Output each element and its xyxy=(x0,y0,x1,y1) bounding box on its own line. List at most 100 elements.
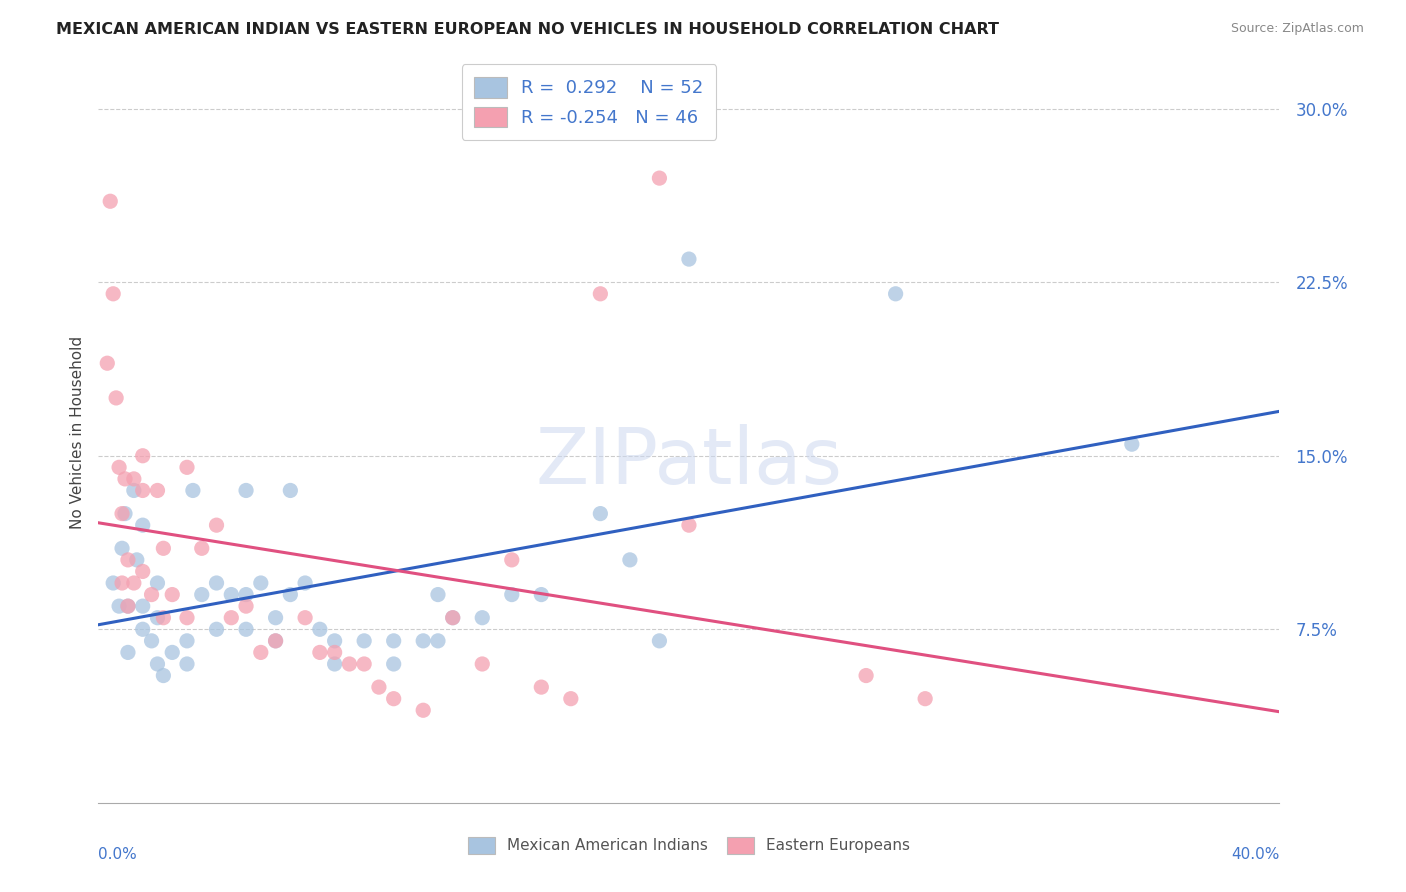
Point xyxy=(235,599,257,614)
Point xyxy=(368,680,391,694)
Point xyxy=(205,622,228,636)
Point xyxy=(501,588,523,602)
Point xyxy=(530,588,553,602)
Point xyxy=(412,703,434,717)
Point xyxy=(427,633,450,648)
Point xyxy=(152,541,174,556)
Point xyxy=(294,576,316,591)
Point xyxy=(648,633,671,648)
Point xyxy=(1121,437,1143,451)
Y-axis label: No Vehicles in Household: No Vehicles in Household xyxy=(69,336,84,529)
Point xyxy=(412,633,434,648)
Point xyxy=(114,507,136,521)
Point xyxy=(108,599,131,614)
Point xyxy=(323,657,346,671)
Point xyxy=(176,611,198,625)
Point xyxy=(648,171,671,186)
Point xyxy=(353,657,375,671)
Point xyxy=(250,645,273,659)
Point xyxy=(191,588,214,602)
Point xyxy=(264,611,287,625)
Point xyxy=(98,194,121,209)
Point xyxy=(103,576,125,591)
Point xyxy=(471,611,494,625)
Point xyxy=(678,252,700,266)
Point xyxy=(117,553,139,567)
Point xyxy=(117,645,139,659)
Point xyxy=(589,286,612,301)
Point xyxy=(441,611,464,625)
Point xyxy=(219,611,242,625)
Text: Source: ZipAtlas.com: Source: ZipAtlas.com xyxy=(1230,22,1364,36)
Point xyxy=(122,483,145,498)
Point xyxy=(560,691,582,706)
Point xyxy=(235,483,257,498)
Point xyxy=(103,286,125,301)
Point xyxy=(250,576,273,591)
Point xyxy=(111,576,134,591)
Point xyxy=(309,645,332,659)
Point xyxy=(884,286,907,301)
Point xyxy=(181,483,204,498)
Legend: Mexican American Indians, Eastern Europeans: Mexican American Indians, Eastern Europe… xyxy=(460,829,918,862)
Point xyxy=(294,611,316,625)
Point xyxy=(176,633,198,648)
Point xyxy=(108,460,131,475)
Point xyxy=(152,611,174,625)
Point xyxy=(382,691,405,706)
Point xyxy=(141,588,163,602)
Point xyxy=(132,483,155,498)
Point xyxy=(125,553,148,567)
Point xyxy=(205,576,228,591)
Point xyxy=(114,472,136,486)
Point xyxy=(132,599,155,614)
Point xyxy=(309,622,332,636)
Point xyxy=(162,645,183,659)
Point xyxy=(382,657,405,671)
Point xyxy=(146,483,169,498)
Point xyxy=(132,565,155,579)
Point xyxy=(146,657,169,671)
Point xyxy=(146,576,169,591)
Point xyxy=(132,622,155,636)
Point xyxy=(191,541,214,556)
Text: 40.0%: 40.0% xyxy=(1232,847,1279,863)
Point xyxy=(589,507,612,521)
Point xyxy=(111,541,134,556)
Point xyxy=(152,668,174,682)
Point xyxy=(111,507,134,521)
Point xyxy=(235,622,257,636)
Point xyxy=(141,633,163,648)
Point xyxy=(619,553,641,567)
Point xyxy=(105,391,128,405)
Point xyxy=(337,657,360,671)
Point xyxy=(530,680,553,694)
Point xyxy=(914,691,936,706)
Point xyxy=(678,518,700,533)
Text: MEXICAN AMERICAN INDIAN VS EASTERN EUROPEAN NO VEHICLES IN HOUSEHOLD CORRELATION: MEXICAN AMERICAN INDIAN VS EASTERN EUROP… xyxy=(56,22,1000,37)
Point xyxy=(96,356,118,370)
Point xyxy=(132,518,155,533)
Point xyxy=(427,588,450,602)
Point xyxy=(855,668,877,682)
Point xyxy=(382,633,405,648)
Text: ZIPatlas: ZIPatlas xyxy=(536,425,842,500)
Point xyxy=(323,645,346,659)
Point xyxy=(235,588,257,602)
Point xyxy=(117,599,139,614)
Text: 0.0%: 0.0% xyxy=(98,847,138,863)
Point xyxy=(176,657,198,671)
Point xyxy=(132,449,155,463)
Point xyxy=(122,472,145,486)
Point xyxy=(323,633,346,648)
Point xyxy=(471,657,494,671)
Point xyxy=(264,633,287,648)
Point xyxy=(117,599,139,614)
Point xyxy=(353,633,375,648)
Point xyxy=(441,611,464,625)
Point xyxy=(176,460,198,475)
Point xyxy=(501,553,523,567)
Point xyxy=(122,576,145,591)
Point xyxy=(278,483,302,498)
Point xyxy=(278,588,302,602)
